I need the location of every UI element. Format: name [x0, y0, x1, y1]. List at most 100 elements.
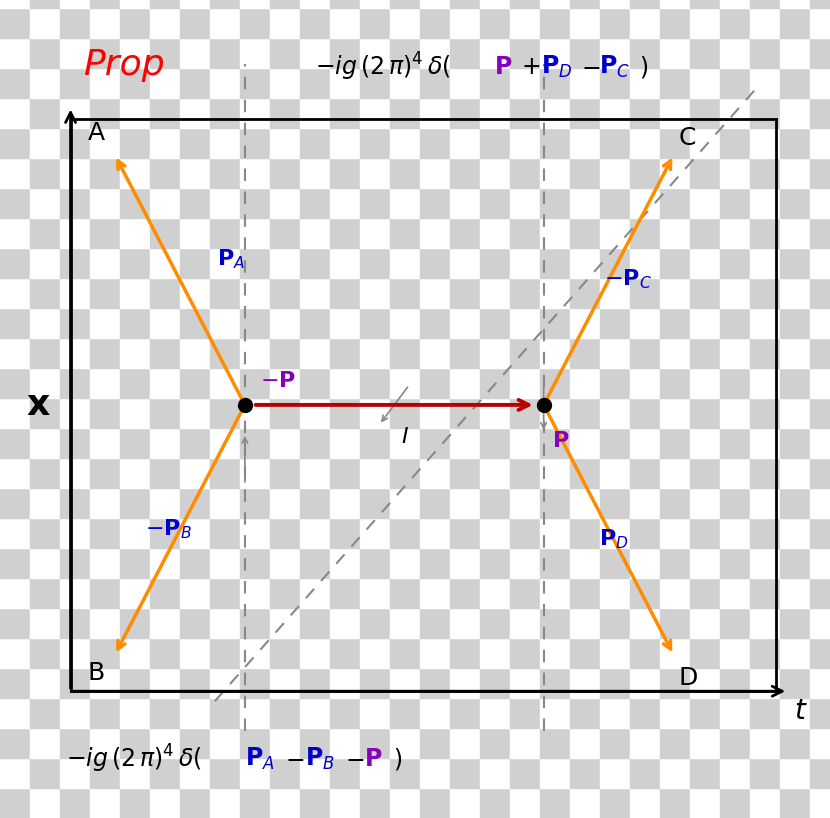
Bar	[570, 188, 600, 218]
Bar	[120, 698, 150, 728]
Bar	[600, 758, 630, 788]
Bar	[120, 548, 150, 578]
Bar	[0, 68, 30, 98]
Bar	[0, 188, 30, 218]
Bar	[420, 698, 450, 728]
Bar	[630, 368, 660, 398]
Bar	[150, 638, 180, 668]
Bar	[330, 158, 360, 188]
Bar	[210, 128, 240, 158]
Bar	[600, 368, 630, 398]
Bar	[330, 308, 360, 338]
Bar	[420, 248, 450, 278]
Bar	[600, 158, 630, 188]
Bar	[510, 638, 540, 668]
Text: $\mathbf{P}$: $\mathbf{P}$	[494, 55, 512, 79]
Bar	[450, 428, 480, 458]
Bar	[390, 398, 420, 428]
Bar	[30, 458, 60, 488]
Bar	[510, 68, 540, 98]
Bar	[390, 308, 420, 338]
Bar	[330, 0, 360, 8]
Bar	[810, 188, 830, 218]
Bar	[270, 338, 300, 368]
Bar	[300, 98, 330, 128]
Bar	[480, 68, 510, 98]
Bar	[270, 698, 300, 728]
Bar	[30, 368, 60, 398]
Bar	[150, 98, 180, 128]
Bar	[750, 98, 780, 128]
Bar	[810, 38, 830, 68]
Bar	[120, 0, 150, 8]
Bar	[750, 608, 780, 638]
Bar	[300, 638, 330, 668]
Bar	[630, 578, 660, 608]
Bar	[810, 488, 830, 518]
Bar	[300, 188, 330, 218]
Bar	[720, 188, 750, 218]
Bar	[0, 248, 30, 278]
Bar	[360, 398, 390, 428]
Bar	[330, 638, 360, 668]
Bar	[360, 338, 390, 368]
Bar	[240, 38, 270, 68]
Bar	[30, 68, 60, 98]
Bar	[60, 488, 90, 518]
Bar	[690, 188, 720, 218]
Bar	[510, 218, 540, 248]
Bar	[510, 488, 540, 518]
Bar	[30, 578, 60, 608]
Bar	[390, 698, 420, 728]
Bar	[780, 728, 810, 758]
Bar	[480, 398, 510, 428]
Bar	[60, 638, 90, 668]
Bar	[330, 668, 360, 698]
Bar	[90, 578, 120, 608]
Bar	[450, 158, 480, 188]
Bar	[750, 758, 780, 788]
Text: $-\mathbf{P}_B$: $-\mathbf{P}_B$	[145, 517, 192, 541]
Bar	[630, 98, 660, 128]
Bar	[240, 308, 270, 338]
Bar	[450, 518, 480, 548]
Bar	[690, 548, 720, 578]
Bar	[810, 788, 830, 818]
Bar	[60, 518, 90, 548]
Bar	[180, 578, 210, 608]
Bar	[360, 68, 390, 98]
Bar	[270, 638, 300, 668]
Text: A: A	[88, 121, 105, 145]
Bar	[780, 398, 810, 428]
Bar	[780, 98, 810, 128]
Text: I: I	[401, 427, 408, 447]
Bar	[180, 368, 210, 398]
Bar	[240, 548, 270, 578]
Bar	[630, 638, 660, 668]
Bar	[270, 518, 300, 548]
Bar	[30, 188, 60, 218]
Bar	[450, 188, 480, 218]
Bar	[750, 698, 780, 728]
Bar	[60, 338, 90, 368]
Bar	[150, 728, 180, 758]
Bar	[330, 458, 360, 488]
Bar	[210, 248, 240, 278]
Bar	[810, 338, 830, 368]
Bar	[300, 8, 330, 38]
Bar	[810, 128, 830, 158]
Bar	[390, 278, 420, 308]
Bar	[690, 608, 720, 638]
Bar	[750, 38, 780, 68]
Bar	[780, 188, 810, 218]
Bar	[660, 578, 690, 608]
Bar	[360, 698, 390, 728]
Bar	[630, 128, 660, 158]
Bar	[0, 8, 30, 38]
Bar	[30, 398, 60, 428]
Text: $\mathbf{P}_A$: $\mathbf{P}_A$	[245, 746, 275, 772]
Bar	[120, 368, 150, 398]
Bar	[450, 458, 480, 488]
Text: x: x	[27, 388, 50, 422]
Bar	[630, 788, 660, 818]
